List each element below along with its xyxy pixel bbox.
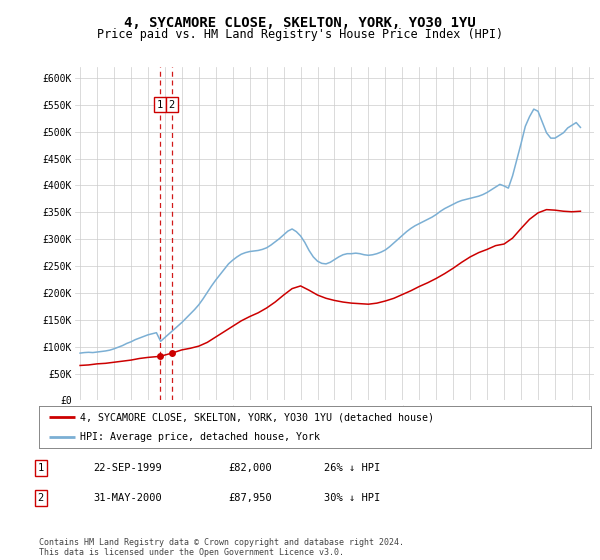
Text: HPI: Average price, detached house, York: HPI: Average price, detached house, York bbox=[80, 432, 320, 442]
Text: £87,950: £87,950 bbox=[228, 493, 272, 503]
Text: Contains HM Land Registry data © Crown copyright and database right 2024.
This d: Contains HM Land Registry data © Crown c… bbox=[39, 538, 404, 557]
Text: 31-MAY-2000: 31-MAY-2000 bbox=[93, 493, 162, 503]
Text: 4, SYCAMORE CLOSE, SKELTON, YORK, YO30 1YU (detached house): 4, SYCAMORE CLOSE, SKELTON, YORK, YO30 1… bbox=[80, 412, 434, 422]
Text: 26% ↓ HPI: 26% ↓ HPI bbox=[324, 463, 380, 473]
Text: 22-SEP-1999: 22-SEP-1999 bbox=[93, 463, 162, 473]
Text: Price paid vs. HM Land Registry's House Price Index (HPI): Price paid vs. HM Land Registry's House … bbox=[97, 28, 503, 41]
Text: 30% ↓ HPI: 30% ↓ HPI bbox=[324, 493, 380, 503]
Text: 1: 1 bbox=[38, 463, 44, 473]
Text: £82,000: £82,000 bbox=[228, 463, 272, 473]
Text: 1: 1 bbox=[157, 100, 163, 110]
Text: 2: 2 bbox=[38, 493, 44, 503]
Text: 4, SYCAMORE CLOSE, SKELTON, YORK, YO30 1YU: 4, SYCAMORE CLOSE, SKELTON, YORK, YO30 1… bbox=[124, 16, 476, 30]
Text: 2: 2 bbox=[169, 100, 175, 110]
